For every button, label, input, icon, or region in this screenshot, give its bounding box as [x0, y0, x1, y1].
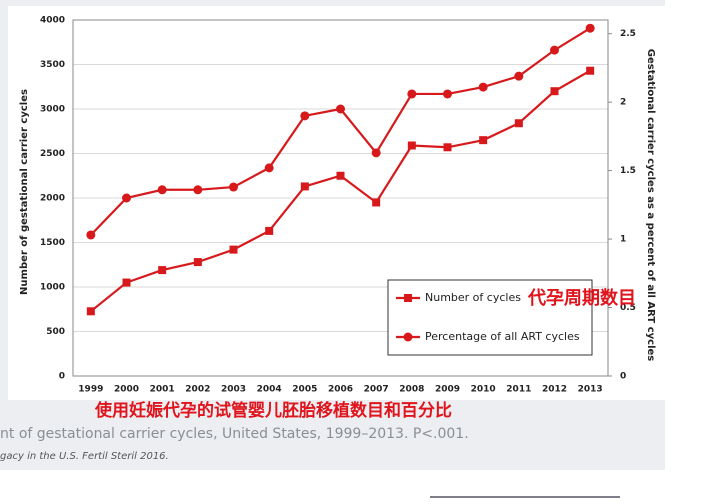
- point: [550, 87, 559, 96]
- y2-tick-label: 2.5: [620, 29, 636, 39]
- point: [265, 226, 274, 235]
- x-tick-label: 2009: [435, 385, 460, 395]
- y-tick-label: 3500: [40, 60, 65, 70]
- x-tick-label: 2005: [292, 385, 317, 395]
- point: [300, 111, 310, 121]
- point: [443, 89, 452, 99]
- point: [229, 182, 238, 192]
- x-tick-label: 2006: [328, 385, 353, 395]
- point: [478, 82, 488, 92]
- point: [585, 23, 595, 33]
- x-tick-label: 2001: [150, 385, 175, 395]
- y2-tick-label: 2: [620, 98, 626, 108]
- x-tick-label: 2011: [506, 385, 531, 395]
- legend-box: [387, 279, 593, 356]
- caption: nt of gestational carrier cycles, United…: [0, 426, 469, 442]
- y2-tick-label: 0.5: [620, 303, 636, 313]
- point: [264, 163, 274, 173]
- y2-tick-label: 1.5: [620, 166, 636, 176]
- y-tick-label: 2500: [40, 149, 65, 159]
- point: [193, 185, 203, 195]
- caption: gacy in the U.S. Fertil Steril 2016.: [0, 451, 169, 462]
- x-tick-label: 2000: [114, 385, 139, 395]
- point: [158, 266, 167, 275]
- point: [86, 230, 96, 240]
- legend-marker: [403, 332, 413, 342]
- point: [514, 119, 523, 128]
- point: [336, 104, 345, 114]
- x-tick-label: 2002: [185, 385, 210, 395]
- annotation: 代孕周期数目: [527, 287, 636, 309]
- point: [514, 71, 524, 81]
- x-tick-label: 2003: [221, 385, 246, 395]
- legend-label: Number of cycles: [425, 291, 521, 304]
- x-tick-label: 2004: [257, 385, 282, 395]
- x-tick-label: 2012: [542, 385, 567, 395]
- point: [479, 136, 488, 145]
- y-tick-label: 1500: [40, 238, 65, 248]
- point: [550, 45, 559, 55]
- point: [122, 193, 131, 203]
- plot-frame: [72, 19, 609, 377]
- y-tick-label: 4000: [40, 16, 65, 26]
- point: [443, 143, 452, 152]
- point: [157, 185, 167, 195]
- point: [371, 148, 381, 158]
- y-tick-label: 0: [59, 372, 65, 382]
- point: [122, 278, 131, 287]
- point: [372, 198, 381, 207]
- y2-tick-label: 0: [620, 372, 626, 382]
- point: [86, 307, 95, 316]
- y2-tick-label: 1: [620, 235, 626, 245]
- x-tick-label: 2010: [471, 385, 496, 395]
- point: [586, 66, 595, 75]
- point: [300, 182, 309, 191]
- y-axis-title: Number of gestational carrier cycles: [19, 89, 30, 295]
- y-tick-label: 2000: [40, 194, 65, 204]
- point: [229, 245, 238, 254]
- annotation: 使用妊娠代孕的试管婴儿胚胎移植数目和百分比: [94, 400, 452, 421]
- y-tick-label: 1000: [40, 283, 65, 293]
- point: [336, 171, 345, 180]
- y-tick-label: 3000: [40, 105, 65, 115]
- legend-marker: [404, 294, 412, 302]
- legend-label: Percentage of all ART cycles: [425, 330, 580, 343]
- x-tick-label: 2008: [399, 385, 424, 395]
- point: [407, 89, 417, 99]
- y-tick-label: 500: [46, 327, 65, 337]
- x-tick-label: 1999: [78, 385, 103, 395]
- y2-axis-title: Gestational carrier cycles as a percent …: [645, 49, 656, 362]
- point: [193, 258, 202, 267]
- x-tick-label: 2013: [578, 385, 603, 395]
- point: [407, 141, 416, 150]
- x-tick-label: 2007: [364, 385, 389, 395]
